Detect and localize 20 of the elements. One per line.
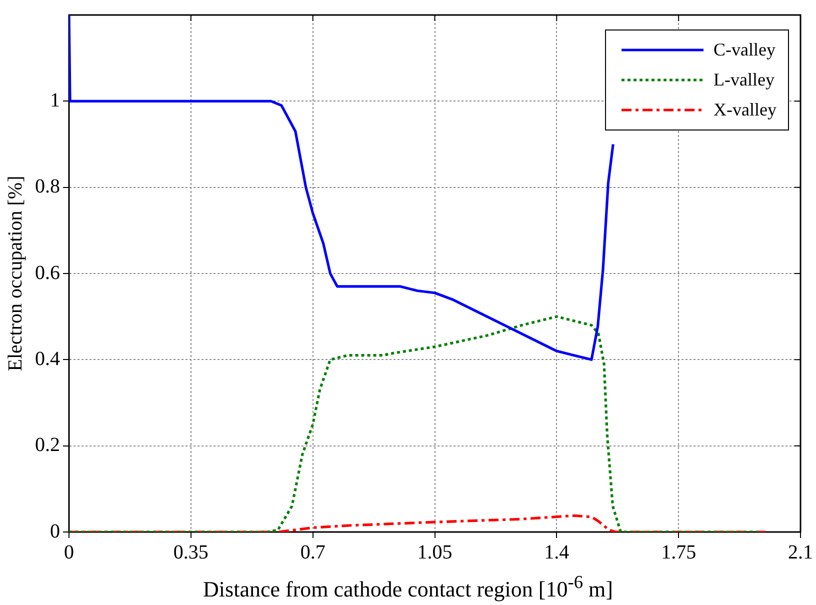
x-tick-label: 1.4 <box>544 541 570 564</box>
y-tick-label: 0.2 <box>35 434 60 456</box>
y-tick-label: 0.8 <box>35 176 60 198</box>
line-series <box>69 315 760 532</box>
x-tick-label: 0.7 <box>300 541 326 564</box>
y-tick-label: 0.4 <box>35 348 60 370</box>
x-axis-title: Distance from cathode contact region [10$^{-6}$ m] <box>202 571 614 602</box>
x-tick-label: 0 <box>64 541 74 564</box>
x-tick-label: 1.05 <box>417 541 452 564</box>
legend-label: L-valley <box>714 70 775 90</box>
x-tick-label: 0.35 <box>173 541 208 564</box>
x-tick-label: 2.1 <box>788 541 813 564</box>
y-tick-label: 1 <box>50 89 60 112</box>
y-tick-label: 0.6 <box>35 262 60 284</box>
legend-label: C-valley <box>714 40 776 60</box>
y-axis-title: Electron occupation [%] <box>4 176 26 372</box>
x-tick-label: 1.75 <box>661 541 696 564</box>
legend-label: X-valley <box>714 100 777 120</box>
y-tick-label: 0 <box>50 520 60 542</box>
line-series <box>69 514 767 532</box>
